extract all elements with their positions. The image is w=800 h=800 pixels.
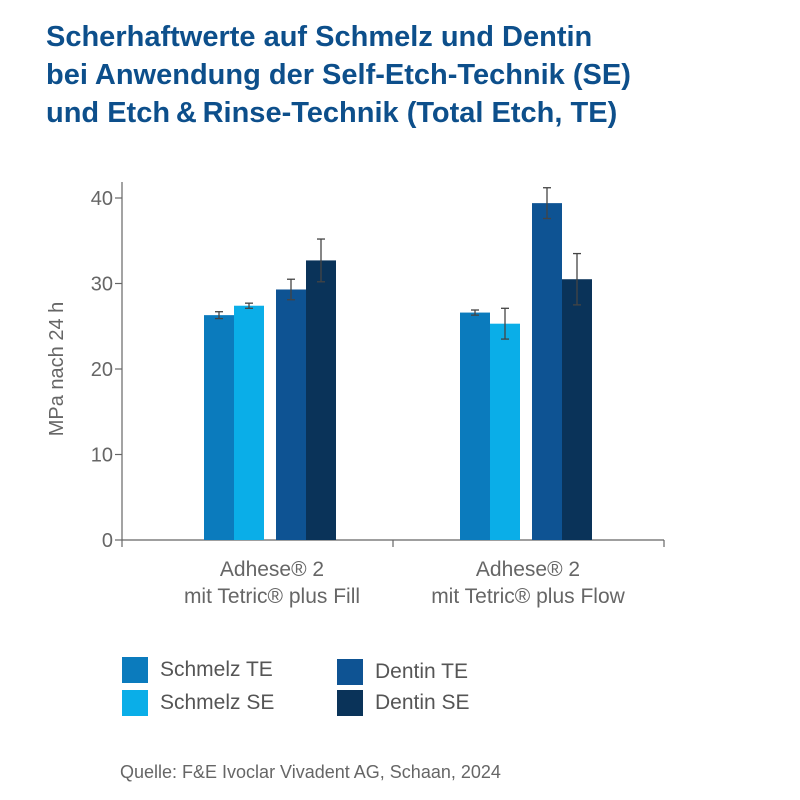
category-label-line1: Adhese® 2 bbox=[220, 558, 324, 581]
y-axis-label: MPa nach 24 h bbox=[46, 302, 68, 437]
bar bbox=[562, 279, 592, 540]
legend-swatch-dentin-te bbox=[337, 659, 363, 685]
y-tick-label: 10 bbox=[91, 445, 113, 467]
legend-swatch-schmelz-se bbox=[122, 690, 148, 716]
bar bbox=[460, 312, 490, 540]
title-line-3: und Etch & Rinse-Technik (Total Etch, TE… bbox=[46, 97, 618, 129]
title-line-1: Scherhaftwerte auf Schmelz und Dentin bbox=[46, 21, 593, 53]
legend-item-dentin-se: Dentin SE bbox=[337, 690, 470, 716]
legend-label-schmelz-te: Schmelz TE bbox=[160, 658, 273, 681]
bar bbox=[276, 289, 306, 540]
title-line-2: bei Anwendung der Self-Etch-Technik (SE) bbox=[46, 59, 631, 91]
legend-label-schmelz-se: Schmelz SE bbox=[160, 691, 275, 714]
category-label-line2: mit Tetric® plus Flow bbox=[431, 585, 625, 608]
legend-swatch-schmelz-te bbox=[122, 657, 148, 683]
bar bbox=[204, 315, 234, 540]
bar-chart: 0 10 20 30 40 MPa nach 24 h Adhese® 2 mit Tetri… bbox=[46, 182, 665, 608]
y-tick-label: 20 bbox=[91, 359, 113, 381]
legend-item-dentin-te: Dentin TE bbox=[337, 659, 468, 685]
legend-label-dentin-te: Dentin TE bbox=[375, 660, 468, 683]
bar bbox=[234, 305, 264, 540]
legend-item-schmelz-te: Schmelz TE bbox=[122, 657, 273, 683]
y-tick-label: 0 bbox=[102, 530, 113, 552]
bar bbox=[532, 203, 562, 540]
legend-item-schmelz-se: Schmelz SE bbox=[122, 690, 274, 716]
y-tick-label: 40 bbox=[91, 188, 113, 210]
bar bbox=[306, 260, 336, 540]
legend-label-dentin-se: Dentin SE bbox=[375, 691, 470, 714]
y-tick-label: 30 bbox=[91, 274, 113, 296]
chart-title: Scherhaftwerte auf Schmelz und Dentin be… bbox=[46, 18, 766, 132]
category-label-line2: mit Tetric® plus Fill bbox=[184, 585, 360, 608]
bar bbox=[490, 323, 520, 540]
source-note: Quelle: F&E Ivoclar Vivadent AG, Schaan,… bbox=[120, 762, 501, 782]
legend-swatch-dentin-se bbox=[337, 690, 363, 716]
category-label-line1: Adhese® 2 bbox=[476, 558, 580, 581]
